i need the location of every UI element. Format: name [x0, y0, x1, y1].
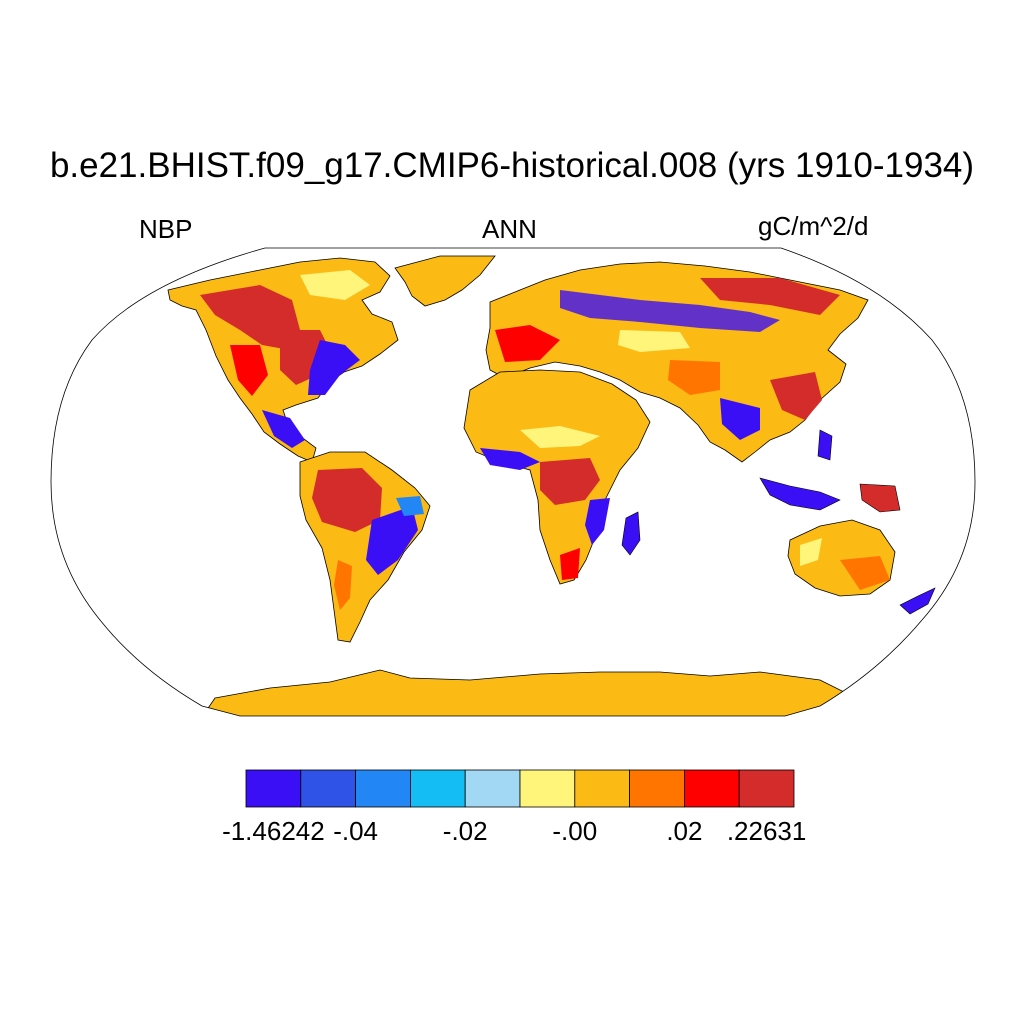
madagascar — [621, 511, 641, 556]
colorbar-box — [574, 769, 630, 808]
colorbar-tick-label: .22631 — [726, 816, 807, 846]
new-zealand — [899, 587, 936, 615]
colorbar-box — [684, 769, 740, 808]
colorbar-box — [245, 769, 302, 808]
colorbar-tick-label: -.02 — [442, 816, 488, 846]
map-border — [50, 247, 976, 717]
colorbar-tick-label: -1.46242 — [222, 816, 325, 846]
colorbar-tick-label: -.00 — [552, 816, 598, 846]
colorbar-box — [629, 769, 685, 808]
maritime-asia — [759, 477, 841, 511]
colorbar-box — [464, 769, 521, 808]
variable-label: NBP — [139, 214, 193, 244]
greenland — [394, 255, 496, 307]
colorbar-box — [300, 769, 356, 808]
colorbar-box — [519, 769, 576, 808]
colorbar-tick-label: -.04 — [333, 816, 378, 846]
colorbar-tick-label: .02 — [666, 816, 703, 846]
plot-title: b.e21.BHIST.f09_g17.CMIP6-historical.008… — [49, 146, 975, 185]
season-label: ANN — [482, 214, 537, 244]
colorbar-box — [738, 769, 795, 808]
units-label: gC/m^2/d — [758, 211, 869, 241]
colorbar-box — [409, 769, 466, 808]
colorbar-box — [355, 769, 411, 808]
